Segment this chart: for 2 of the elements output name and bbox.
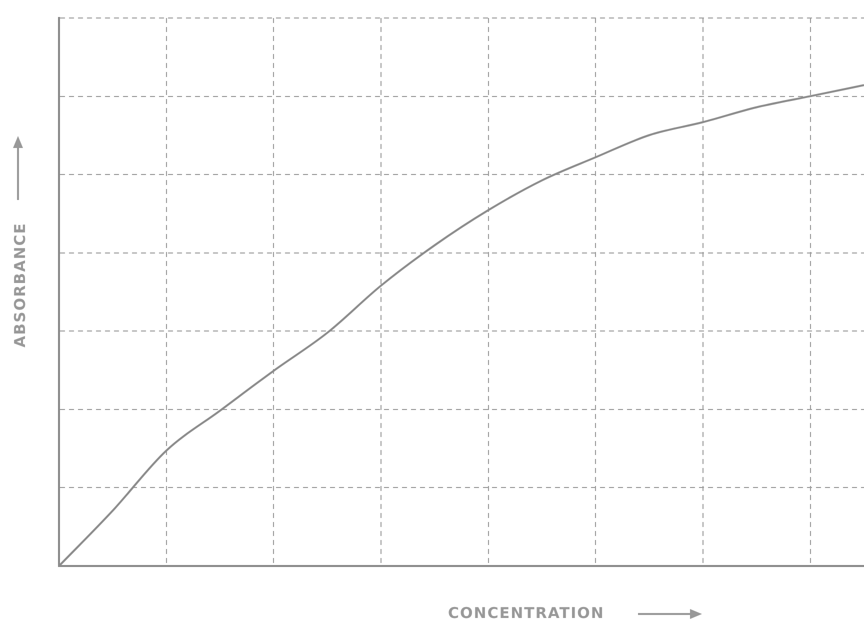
y-axis-title: ABSORBANCE <box>11 222 29 348</box>
x-axis-title: CONCENTRATION <box>448 604 604 622</box>
